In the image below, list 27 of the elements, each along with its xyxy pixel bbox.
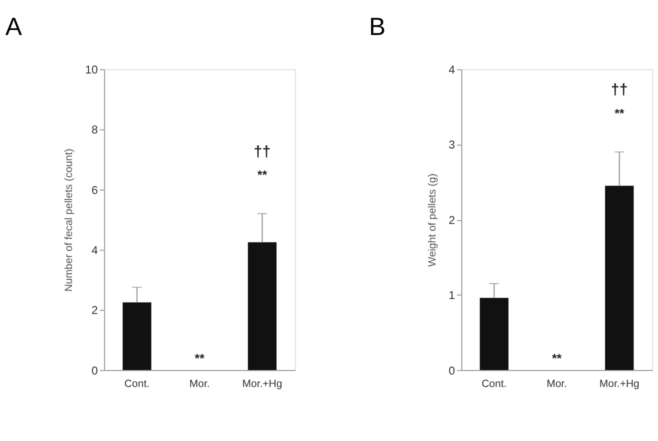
y-tick-label: 6: [92, 184, 98, 197]
y-tick-label: 10: [85, 64, 98, 77]
y-tick-label: 0: [448, 365, 456, 378]
y-tick-label: 2: [448, 214, 456, 227]
annotation: **: [552, 351, 562, 366]
x-tick-label: Cont.: [482, 378, 507, 390]
x-tick-label: Mor.+Hg: [242, 378, 282, 390]
y-tick-label: 0: [92, 365, 98, 378]
x-tick-label: Mor.: [189, 378, 210, 390]
annotation: **: [257, 168, 268, 182]
y-tick-label: 1: [448, 290, 456, 302]
y-tick-label: 4: [92, 245, 99, 258]
y-tick-label: 2: [92, 305, 98, 318]
y-tick-label: 8: [92, 124, 98, 137]
annotation: **: [614, 106, 624, 121]
chart-title: B: [368, 14, 386, 41]
y-axis-title: Weight of pellets (g): [426, 174, 438, 267]
annotation: ††: [610, 82, 628, 99]
y-tick-label: 3: [448, 140, 456, 152]
x-tick-label: Mor.: [546, 378, 567, 390]
chart-title: A: [5, 14, 22, 41]
x-tick-label: Cont.: [124, 378, 150, 390]
y-tick-label: 4: [448, 64, 456, 77]
annotation: **: [194, 351, 205, 366]
y-axis-title: Number of fecal pellets (count): [62, 148, 75, 292]
annotation: ††: [254, 143, 271, 160]
x-tick-label: Mor.+Hg: [599, 378, 640, 390]
